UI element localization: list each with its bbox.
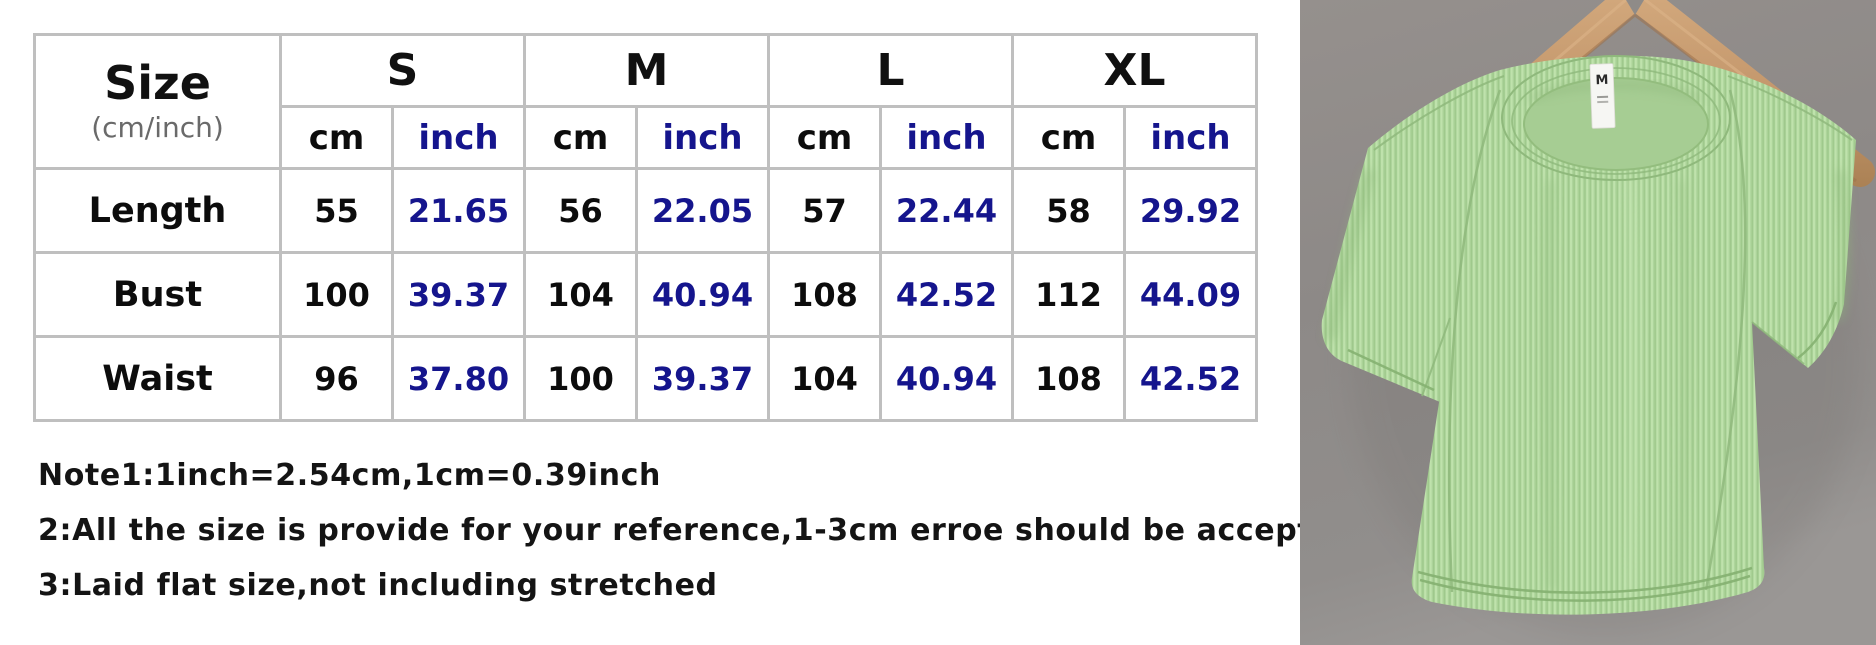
value-cell: 39.37 [635,335,770,422]
note-line-1: Note1:1inch=2.54cm,1cm=0.39inch [38,458,661,493]
size-header-s: S [279,33,526,108]
table-row-waist: Waist 96 37.80 100 39.37 104 40.94 108 4… [33,335,1258,422]
unit-label-inch: inch [391,105,526,170]
corner-title: Size [104,56,211,111]
value-cell: 22.44 [879,167,1014,254]
unit-label-inch: inch [879,105,1014,170]
tshirt: M [1321,55,1856,615]
row-label-bust: Bust [33,251,282,338]
value-cell: 21.65 [391,167,526,254]
value-cell: 104 [767,335,882,422]
note-line-3: 3:Laid flat size,not including stretched [38,568,718,603]
value-cell: 42.52 [1123,335,1258,422]
header-row-sizes: Size (cm/inch) S M L XL [33,33,1258,170]
size-header-m: M [523,33,770,108]
unit-label-cm: cm [767,105,882,170]
tshirt-photo-graphic: M [1300,0,1876,645]
value-cell: 57 [767,167,882,254]
unit-label-cm: cm [279,105,394,170]
value-cell: 29.92 [1123,167,1258,254]
value-cell: 39.37 [391,251,526,338]
value-cell: 108 [1011,335,1126,422]
unit-label-cm: cm [523,105,638,170]
header-row-units: cm inch cm inch cm inch cm inch [35,105,1258,170]
unit-label-cm: cm [1011,105,1126,170]
value-cell: 55 [279,167,394,254]
table-row-length: Length 55 21.65 56 22.05 57 22.44 58 29.… [33,167,1258,254]
value-cell: 100 [279,251,394,338]
corner-subtitle: (cm/inch) [91,110,224,144]
value-cell: 40.94 [635,251,770,338]
unit-label-inch: inch [635,105,770,170]
row-label-waist: Waist [33,335,282,422]
unit-label-inch: inch [1123,105,1258,170]
value-cell: 44.09 [1123,251,1258,338]
corner-cell: Size (cm/inch) [33,33,282,170]
value-cell: 56 [523,167,638,254]
hanger-notch [1626,0,1644,15]
product-photo: M [1300,0,1876,645]
collar [1501,55,1731,181]
value-cell: 104 [523,251,638,338]
value-cell: 42.52 [879,251,1014,338]
value-cell: 96 [279,335,394,422]
note-line-2: 2:All the size is provide for your refer… [38,513,1313,548]
size-header-l: L [767,33,1014,108]
value-cell: 37.80 [391,335,526,422]
table-row-bust: Bust 100 39.37 104 40.94 108 42.52 112 4… [33,251,1258,338]
size-chart-table: Size (cm/inch) S M L XL cm inch cm inch … [33,33,1258,422]
value-cell: 100 [523,335,638,422]
value-cell: 112 [1011,251,1126,338]
size-tag-letter: M [1595,73,1608,88]
notes-block: Note1:1inch=2.54cm,1cm=0.39inch 2:All th… [38,458,1313,623]
size-header-xl: XL [1011,33,1258,108]
value-cell: 40.94 [879,335,1014,422]
value-cell: 108 [767,251,882,338]
value-cell: 22.05 [635,167,770,254]
value-cell: 58 [1011,167,1126,254]
tshirt-body [1321,55,1856,615]
size-tag: M [1589,63,1616,129]
row-label-length: Length [33,167,282,254]
